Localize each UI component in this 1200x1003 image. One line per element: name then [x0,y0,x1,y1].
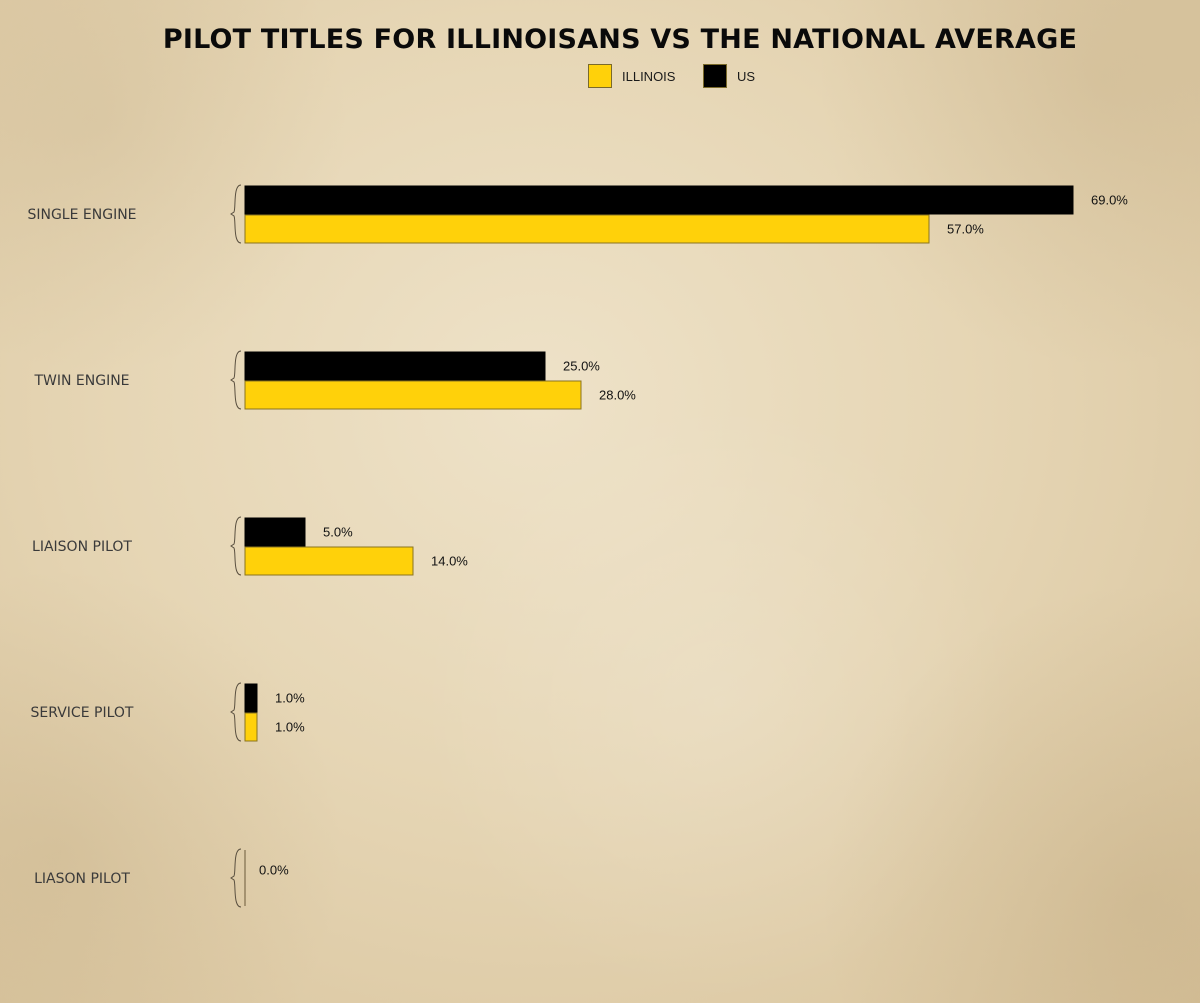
brace-liason-pilot [230,848,242,908]
bar-illinois-twin-engine [244,380,582,410]
value-label-us-twin-engine: 25.0% [563,359,600,374]
category-label-liason-pilot: LIASON PILOT [34,871,130,887]
brace-single-engine [230,184,242,244]
bar-illinois-service-pilot [244,712,258,742]
value-label-us-single-engine: 69.0% [1091,193,1128,208]
value-label-illinois-liason-pilot: 0.0% [259,863,289,878]
legend-swatch-us [703,64,727,88]
category-label-single-engine: SINGLE ENGINE [27,207,136,223]
legend-label-us: US [737,69,756,84]
brace-liaison-pilot [230,516,242,576]
value-label-illinois-service-pilot: 1.0% [275,720,305,735]
category-label-service-pilot: SERVICE PILOT [31,705,134,721]
bar-us-liaison-pilot [244,517,306,547]
chart-title: PILOT TITLES FOR ILLINOISANS VS THE NATI… [162,24,1078,55]
brace-twin-engine [230,350,242,410]
value-label-illinois-liaison-pilot: 14.0% [431,554,468,569]
bar-illinois-liaison-pilot [244,546,414,576]
brace-service-pilot [230,682,242,742]
bar-us-service-pilot [244,683,258,713]
value-label-us-liaison-pilot: 5.0% [323,525,353,540]
value-label-illinois-single-engine: 57.0% [947,222,984,237]
bar-us-twin-engine [244,351,546,381]
value-label-us-service-pilot: 1.0% [275,691,305,706]
category-label-liaison-pilot: LIAISON PILOT [32,539,132,555]
legend-swatch-illinois [588,64,612,88]
legend-label-illinois: ILLINOIS [622,69,676,84]
category-label-twin-engine: TWIN ENGINE [33,373,129,389]
bar-us-single-engine [244,185,1074,215]
bar-illinois-single-engine [244,214,930,244]
value-label-illinois-twin-engine: 28.0% [599,388,636,403]
